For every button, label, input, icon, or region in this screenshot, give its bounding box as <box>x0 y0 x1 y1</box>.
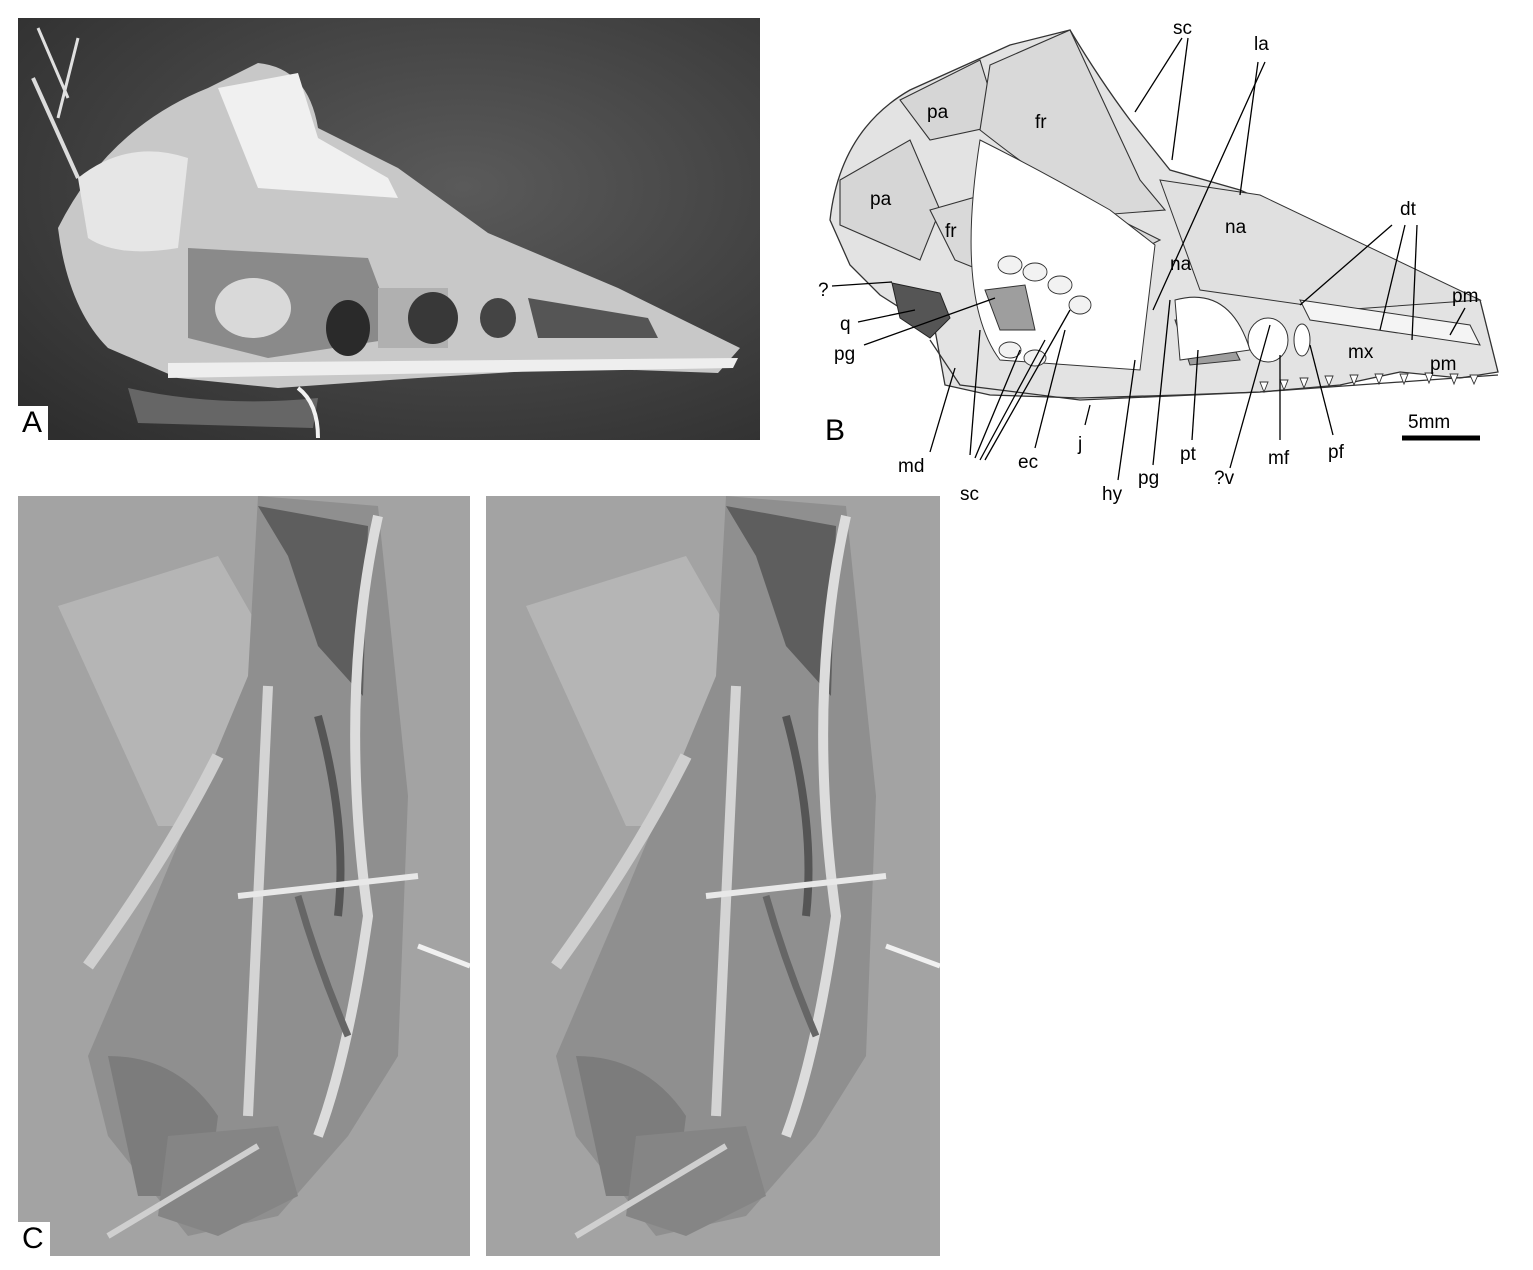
label-pa-lower: pa <box>870 189 892 210</box>
lower-jaw <box>929 339 1499 401</box>
label-q: q <box>840 314 851 335</box>
label-pg-right: pg <box>1138 468 1159 489</box>
label-na-upper: na <box>1225 217 1247 238</box>
label-scale: 5mm <box>1408 412 1450 433</box>
palatine-left <box>984 284 1036 331</box>
panel-c-photo-left: C <box>18 496 470 1256</box>
label-ec: ec <box>1018 452 1038 473</box>
label-hy: hy <box>1102 484 1123 505</box>
label-pf: pf <box>1328 442 1345 463</box>
label-question: ? <box>818 280 829 301</box>
nasal <box>1159 179 1482 311</box>
label-j: j <box>1077 434 1082 455</box>
label-md: md <box>898 456 924 477</box>
label-pm-upper: pm <box>1452 286 1478 307</box>
parietal-lower <box>839 139 941 261</box>
label-qv: ?v <box>1214 468 1235 489</box>
label-sc-top: sc <box>1173 18 1192 39</box>
label-fr-lower: fr <box>945 221 957 242</box>
maxillary-fenestra <box>1247 317 1289 363</box>
label-fr-upper: fr <box>1035 112 1047 133</box>
label-la: la <box>1254 34 1269 55</box>
panel-a-photo: A <box>18 18 760 440</box>
label-dt: dt <box>1400 199 1417 220</box>
label-pg-left: pg <box>834 344 855 365</box>
panel-label-c: C <box>18 1222 50 1256</box>
premaxillary-fenestra <box>1293 323 1311 357</box>
label-sc-bottom: sc <box>960 484 979 505</box>
panel-c-photo-right <box>486 496 940 1256</box>
skull-photo-a <box>18 18 760 440</box>
skull-diagram-b: sc la pa fr pa fr na na dt pm pm mx ? q … <box>818 18 1499 505</box>
label-na-lower: na <box>1170 254 1192 275</box>
leader-lines <box>831 37 1466 481</box>
skull-photo-c-right <box>486 496 940 1256</box>
tooth-row <box>1259 372 1479 394</box>
panel-label-a: A <box>18 406 49 440</box>
label-pt: pt <box>1180 444 1197 465</box>
panel-label-b: B <box>825 414 845 447</box>
skull-photo-c-left <box>18 496 470 1256</box>
quadrate <box>891 282 951 339</box>
label-pa-upper: pa <box>927 102 949 123</box>
label-mx: mx <box>1348 342 1374 363</box>
sclerotic-ring <box>997 255 1092 367</box>
label-mf: mf <box>1268 448 1290 469</box>
label-pm-lower: pm <box>1430 354 1456 375</box>
